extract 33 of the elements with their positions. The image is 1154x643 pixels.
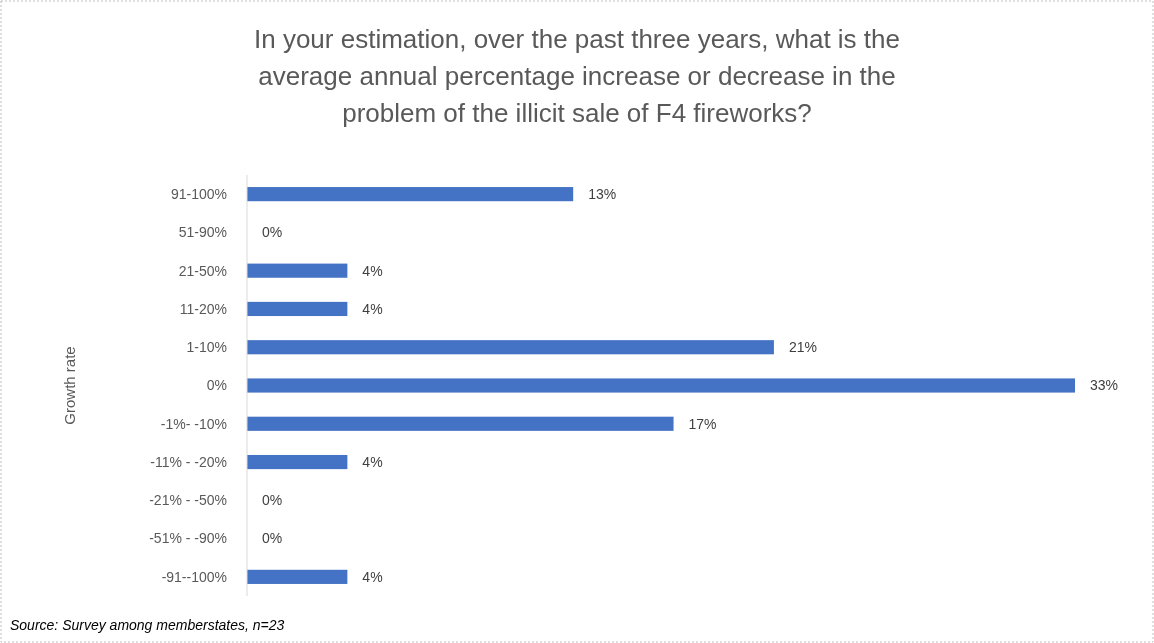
y-tick-label: -11% - -20% bbox=[150, 453, 227, 470]
data-label: 13% bbox=[588, 186, 617, 203]
y-axis-title: Growth rate bbox=[61, 346, 78, 425]
data-label: 0% bbox=[262, 224, 283, 241]
y-tick-label: -51% - -90% bbox=[149, 530, 227, 547]
y-tick-label: 1-10% bbox=[186, 339, 227, 356]
y-tick-label: -21% - -50% bbox=[149, 492, 227, 509]
data-label: 4% bbox=[362, 262, 383, 279]
chart-title: In your estimation, over the past three years, what is the average annual percentage increase or decrease in the problem of the illicit sale of F4 fireworks? bbox=[254, 24, 900, 128]
bar bbox=[247, 378, 1075, 393]
data-label: 4% bbox=[362, 300, 383, 317]
source-note: Source: Survey among memberstates, n=23 bbox=[10, 617, 285, 633]
bar bbox=[247, 416, 674, 431]
bar bbox=[247, 454, 348, 470]
bar bbox=[247, 187, 574, 202]
data-label: 0% bbox=[262, 492, 283, 509]
y-tick-label: -1%- -10% bbox=[160, 415, 227, 432]
y-tick-label: -91--100% bbox=[161, 568, 227, 585]
data-label: 17% bbox=[688, 415, 717, 432]
bar bbox=[247, 569, 348, 584]
bar bbox=[247, 263, 348, 278]
y-tick-label: 51-90% bbox=[178, 224, 227, 241]
bar bbox=[247, 340, 774, 355]
bar bbox=[247, 301, 348, 317]
y-tick-label: 0% bbox=[206, 377, 227, 394]
data-label: 21% bbox=[788, 339, 817, 356]
y-tick-label: 11-20% bbox=[179, 300, 227, 317]
y-tick-label: 21-50% bbox=[178, 262, 227, 279]
data-label: 33% bbox=[1090, 377, 1119, 394]
data-label: 0% bbox=[262, 530, 283, 547]
data-label: 4% bbox=[362, 568, 383, 585]
y-tick-label: 91-100% bbox=[170, 186, 227, 203]
data-label: 4% bbox=[362, 453, 383, 470]
